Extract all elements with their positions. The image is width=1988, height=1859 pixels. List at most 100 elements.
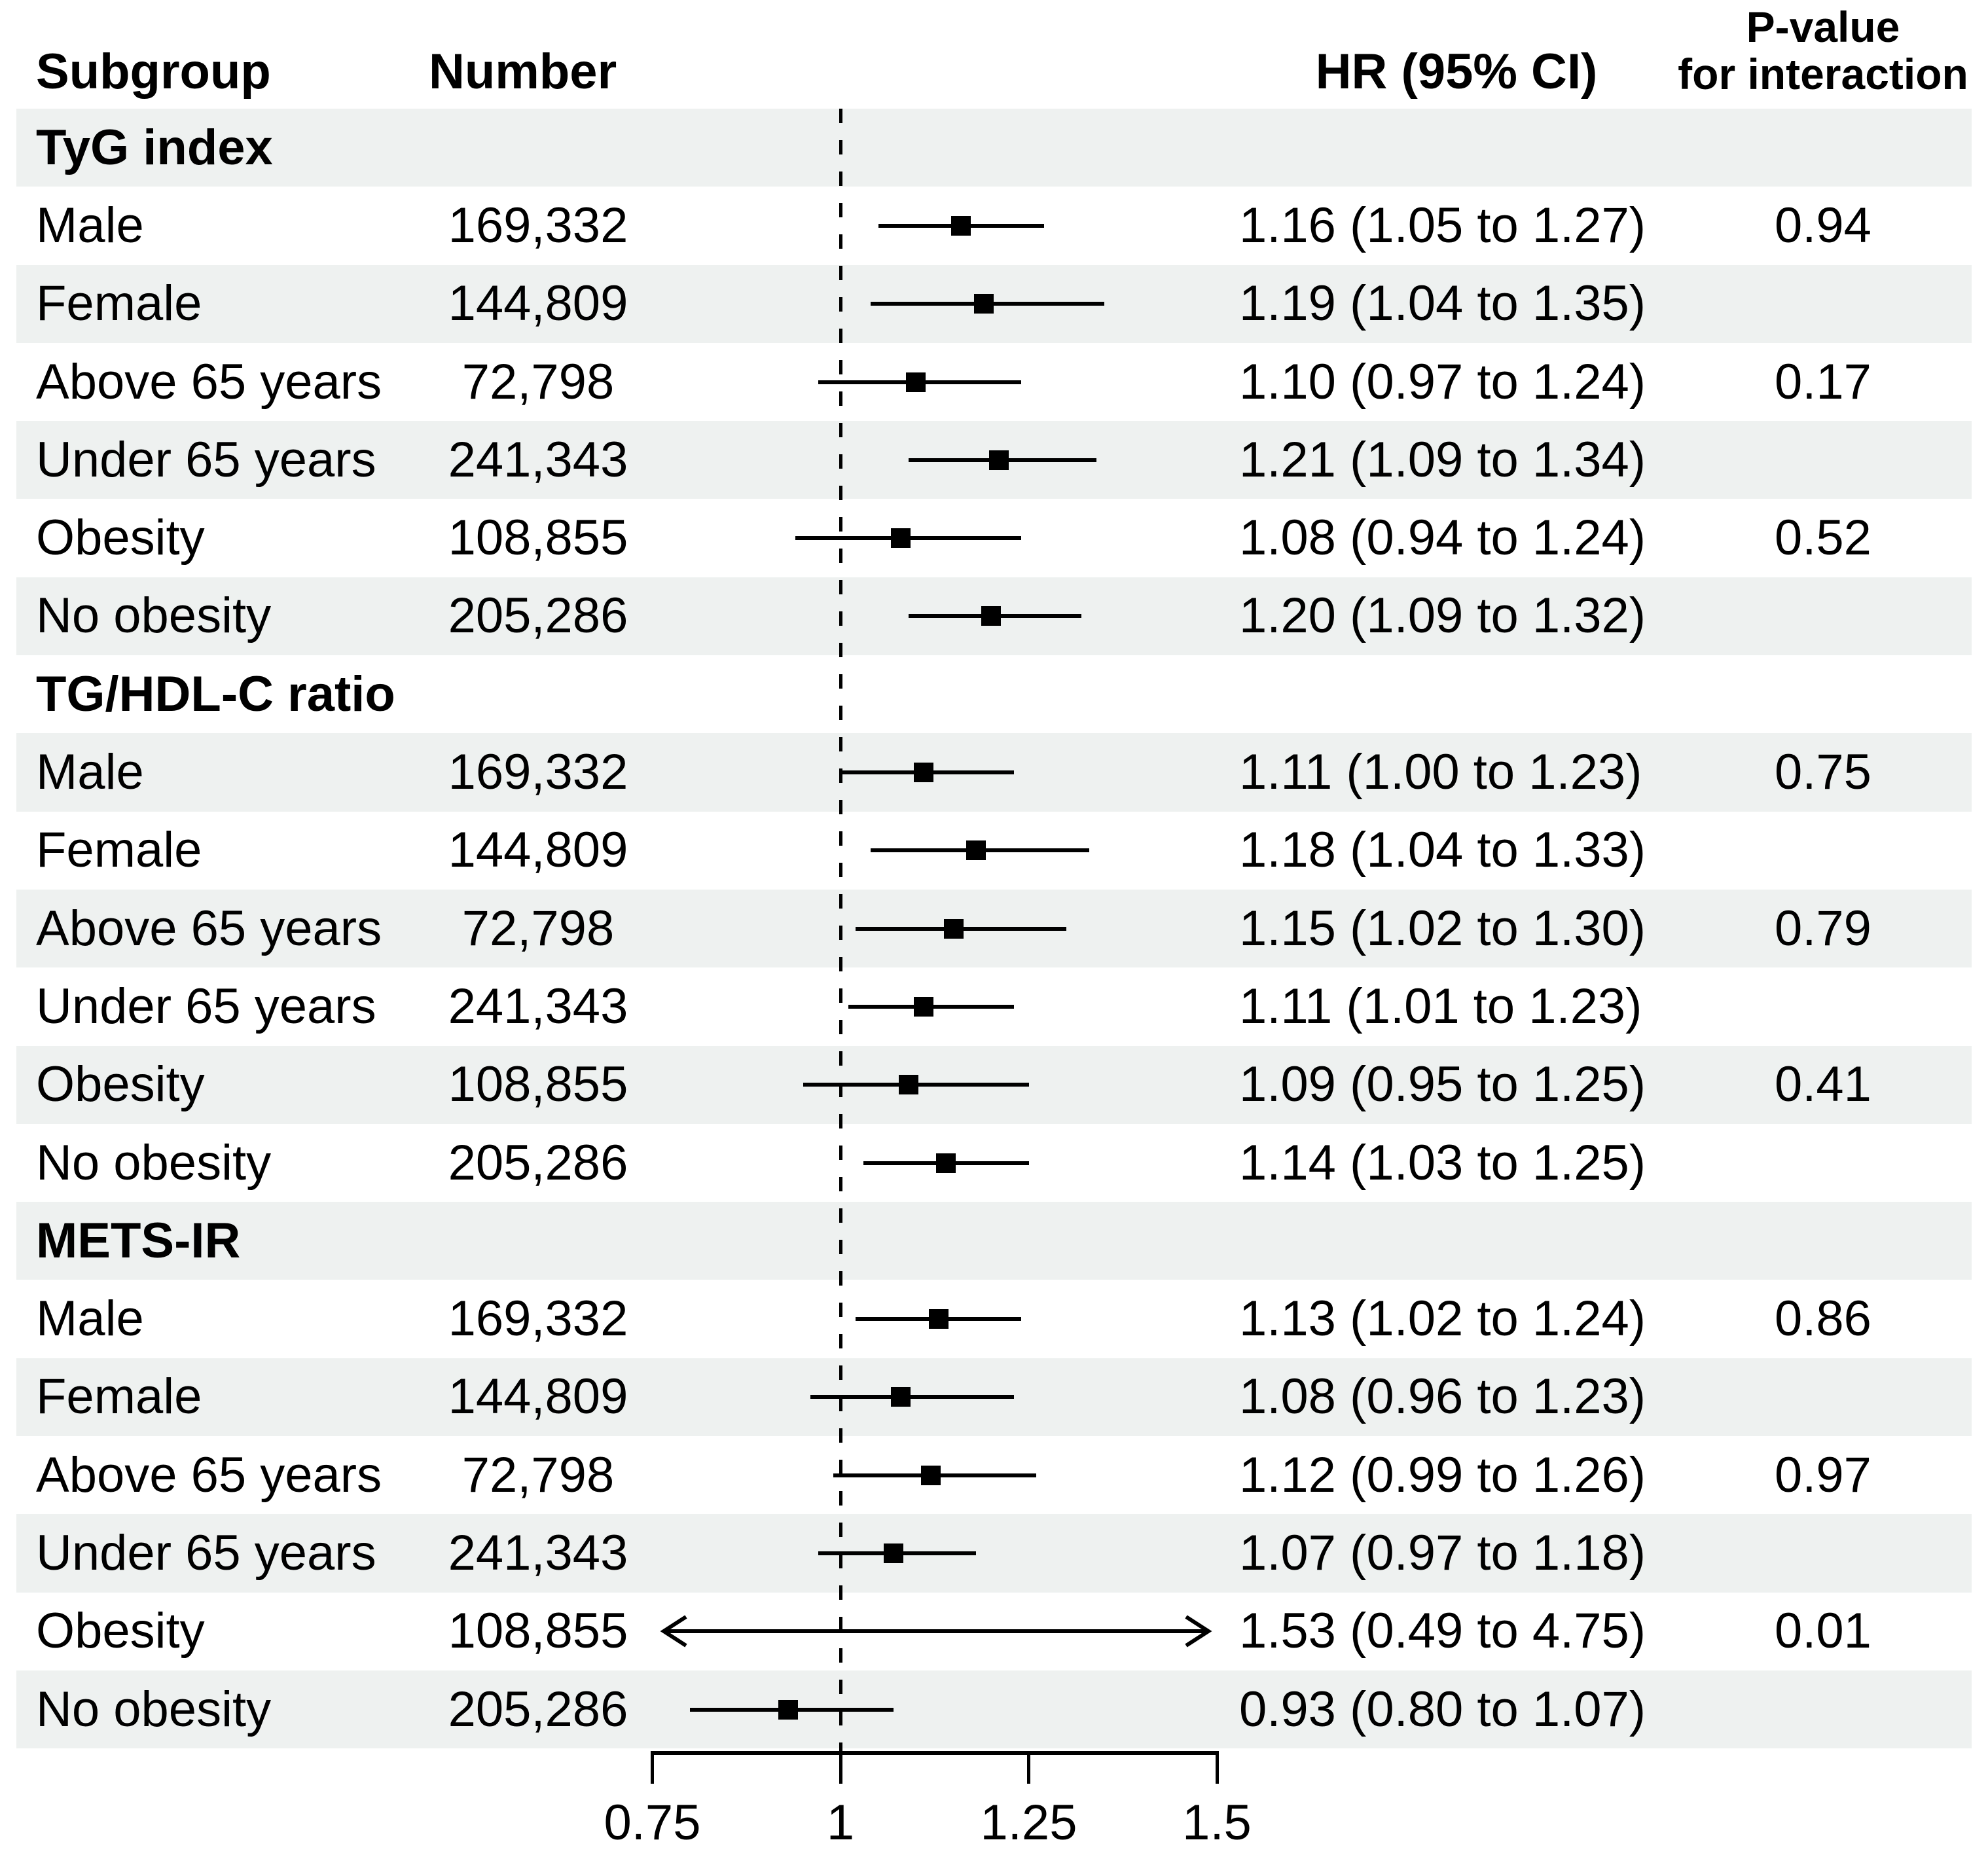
section-header-cell: METS-IR — [36, 1212, 241, 1269]
number-cell: 108,855 — [448, 510, 628, 566]
point-estimate-marker — [778, 1699, 798, 1720]
point-estimate-marker — [936, 1153, 956, 1173]
p-value-cell: 0.01 — [1775, 1603, 1871, 1659]
subgroup-cell: Female — [36, 1369, 202, 1425]
number-cell: 205,286 — [448, 1134, 628, 1191]
subgroup-cell: Under 65 years — [36, 1525, 376, 1581]
subgroup-cell: No obesity — [36, 1681, 272, 1737]
number-cell: 144,809 — [448, 1369, 628, 1425]
subgroup-cell: Under 65 years — [36, 431, 376, 488]
number-cell: 241,343 — [448, 1525, 628, 1581]
point-estimate-marker — [906, 372, 926, 392]
subgroup-cell: Obesity — [36, 1603, 205, 1659]
hr-ci-cell: 0.93 (0.80 to 1.07) — [1239, 1681, 1646, 1737]
p-value-cell: 0.86 — [1775, 1291, 1871, 1347]
hr-ci-cell: 1.09 (0.95 to 1.25) — [1239, 1056, 1646, 1113]
point-estimate-marker — [951, 215, 971, 236]
column-header-subgroup: Subgroup — [36, 44, 271, 99]
x-axis-tick — [839, 1751, 842, 1784]
p-value-cell: 0.17 — [1775, 353, 1871, 410]
hr-ci-cell: 1.16 (1.05 to 1.27) — [1239, 197, 1646, 253]
hr-ci-cell: 1.12 (0.99 to 1.26) — [1239, 1447, 1646, 1503]
subgroup-cell: Male — [36, 197, 144, 253]
number-cell: 72,798 — [461, 900, 615, 956]
p-value-cell: 0.97 — [1775, 1447, 1871, 1503]
hr-ci-cell: 1.14 (1.03 to 1.25) — [1239, 1134, 1646, 1191]
subgroup-cell: No obesity — [36, 1134, 272, 1191]
point-estimate-marker — [981, 606, 1001, 626]
p-value-cell: 0.94 — [1775, 197, 1871, 253]
number-cell: 205,286 — [448, 588, 628, 644]
x-axis-tick-label: 1.25 — [980, 1795, 1077, 1851]
column-header-pvalue-line1: P-value — [1746, 3, 1900, 51]
subgroup-cell: Under 65 years — [36, 978, 376, 1034]
number-cell: 205,286 — [448, 1681, 628, 1737]
section-header-cell: TyG index — [36, 119, 273, 175]
subgroup-cell: Above 65 years — [36, 900, 382, 956]
point-estimate-marker — [943, 918, 964, 939]
subgroup-cell: No obesity — [36, 588, 272, 644]
x-axis-tick — [1027, 1751, 1030, 1784]
point-estimate-marker — [898, 1075, 918, 1095]
hr-ci-cell: 1.11 (1.01 to 1.23) — [1239, 978, 1642, 1034]
hr-ci-cell: 1.11 (1.00 to 1.23) — [1239, 744, 1642, 801]
subgroup-cell: Above 65 years — [36, 1447, 382, 1503]
subgroup-cell: Female — [36, 276, 202, 332]
section-header-cell: TG/HDL-C ratio — [36, 666, 395, 722]
p-value-cell: 0.79 — [1775, 900, 1871, 956]
number-cell: 108,855 — [448, 1603, 628, 1659]
number-cell: 169,332 — [448, 744, 628, 801]
point-estimate-marker — [988, 450, 1009, 470]
hr-ci-cell: 1.10 (0.97 to 1.24) — [1239, 353, 1646, 410]
number-cell: 144,809 — [448, 822, 628, 878]
column-header-pvalue-line2: for interaction — [1678, 50, 1968, 98]
x-axis-tick-label: 1.5 — [1182, 1795, 1252, 1851]
number-cell: 241,343 — [448, 431, 628, 488]
p-value-cell: 0.52 — [1775, 510, 1871, 566]
subgroup-cell: Above 65 years — [36, 353, 382, 410]
point-estimate-marker — [913, 763, 933, 783]
ci-clipped-arrow — [660, 1615, 1212, 1648]
p-value-cell: 0.75 — [1775, 744, 1871, 801]
point-estimate-marker — [973, 294, 994, 314]
number-cell: 72,798 — [461, 353, 615, 410]
number-cell: 169,332 — [448, 1291, 628, 1347]
hr-ci-cell: 1.08 (0.96 to 1.23) — [1239, 1369, 1646, 1425]
point-estimate-marker — [883, 1543, 903, 1564]
hr-ci-cell: 1.21 (1.09 to 1.34) — [1239, 431, 1646, 488]
column-header-number: Number — [429, 44, 617, 99]
hr-ci-cell: 1.13 (1.02 to 1.24) — [1239, 1291, 1646, 1347]
hr-ci-cell: 1.15 (1.02 to 1.30) — [1239, 900, 1646, 956]
row-stripe — [16, 1670, 1972, 1749]
subgroup-cell: Obesity — [36, 1056, 205, 1113]
hr-ci-cell: 1.20 (1.09 to 1.32) — [1239, 588, 1646, 644]
ci-line — [810, 1395, 1014, 1399]
subgroup-cell: Female — [36, 822, 202, 878]
number-cell: 72,798 — [461, 1447, 615, 1503]
hr-ci-cell: 1.08 (0.94 to 1.24) — [1239, 510, 1646, 566]
row-stripe — [16, 1202, 1972, 1280]
number-cell: 144,809 — [448, 276, 628, 332]
row-stripe — [16, 1514, 1972, 1593]
number-cell: 241,343 — [448, 978, 628, 1034]
point-estimate-marker — [966, 840, 986, 861]
subgroup-cell: Male — [36, 1291, 144, 1347]
x-axis-tick-label: 1 — [826, 1795, 855, 1851]
reference-line — [839, 109, 842, 1752]
point-estimate-marker — [913, 996, 933, 1017]
point-estimate-marker — [921, 1465, 941, 1485]
hr-ci-cell: 1.07 (0.97 to 1.18) — [1239, 1525, 1646, 1581]
hr-ci-cell: 1.19 (1.04 to 1.35) — [1239, 276, 1646, 332]
column-header-hr-ci: HR (95% CI) — [1315, 44, 1598, 99]
hr-ci-cell: 1.53 (0.49 to 4.75) — [1239, 1603, 1646, 1659]
x-axis-tick-label: 0.75 — [604, 1795, 701, 1851]
row-stripe — [16, 109, 1972, 187]
number-cell: 169,332 — [448, 197, 628, 253]
hr-ci-cell: 1.18 (1.04 to 1.33) — [1239, 822, 1646, 878]
subgroup-cell: Obesity — [36, 510, 205, 566]
point-estimate-marker — [891, 1387, 911, 1407]
point-estimate-marker — [891, 528, 911, 549]
number-cell: 108,855 — [448, 1056, 628, 1113]
point-estimate-marker — [928, 1309, 949, 1329]
